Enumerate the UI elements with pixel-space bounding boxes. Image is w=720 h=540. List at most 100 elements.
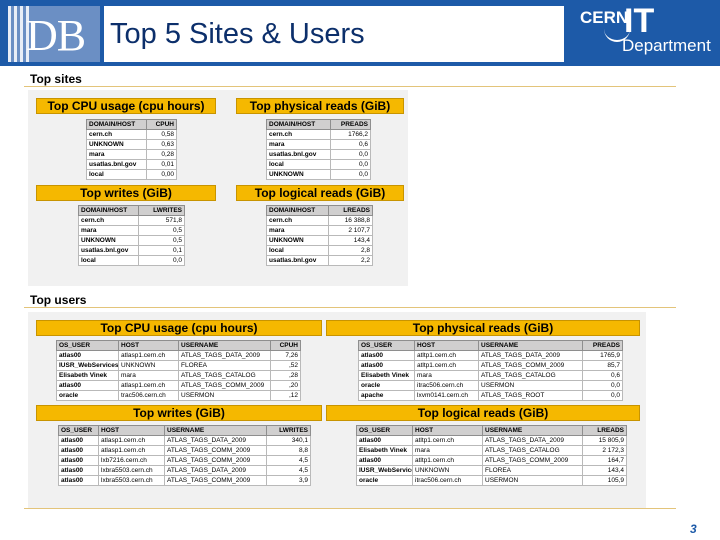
table-cell: ATLAS_TAGS_COMM_2009 xyxy=(482,455,583,466)
table-cell: 4,5 xyxy=(266,455,311,466)
column-header: OS_USER xyxy=(356,425,413,436)
table-cell: cern.ch xyxy=(266,129,331,140)
table-cell: cern.ch xyxy=(266,215,329,226)
db-logo: DB xyxy=(8,6,100,62)
table-cell: atlas00 xyxy=(358,350,415,361)
table-cell: usatlas.bnl.gov xyxy=(78,245,139,256)
table-cell: UNKNOWN xyxy=(86,139,147,150)
table-cell: atlas00 xyxy=(358,360,415,371)
slide-title: Top 5 Sites & Users xyxy=(110,18,365,50)
cern-text: CERN xyxy=(580,8,629,27)
users-writes-table: OS_USER HOST USERNAME LWRITES atlas00 atlasp1… xyxy=(58,425,311,486)
table-cell: IUSR_WebServices xyxy=(356,465,413,476)
table-header-row: DOMAIN/HOST LWRITES xyxy=(78,205,185,216)
slide-header: DB Top 5 Sites & Users CERN IT Departmen… xyxy=(0,0,720,66)
table-cell: 143,4 xyxy=(328,235,373,246)
table-row: oracle itrac506.cern.ch USERMON 105,9 xyxy=(356,475,627,486)
table-row: cern.ch 1766,2 xyxy=(266,129,371,140)
users-writes-title: Top writes (GiB) xyxy=(36,405,322,421)
table-cell: 164,7 xyxy=(582,455,627,466)
table-row: usatlas.bnl.gov 0,0 xyxy=(266,149,371,160)
table-cell: 2,2 xyxy=(328,255,373,266)
table-row: IUSR_WebServices UNKNOWN FLOREA ,52 xyxy=(56,360,301,371)
table-cell: UNKNOWN xyxy=(412,465,483,476)
table-row: UNKNOWN 0,63 xyxy=(86,139,177,150)
column-header: DOMAIN/HOST xyxy=(78,205,139,216)
table-cell: UNKNOWN xyxy=(266,169,331,180)
table-cell: 85,7 xyxy=(582,360,623,371)
table-cell: usatlas.bnl.gov xyxy=(266,255,329,266)
column-header: DOMAIN/HOST xyxy=(86,119,147,130)
table-cell: atlas00 xyxy=(58,445,99,456)
table-cell: 0,0 xyxy=(330,149,371,160)
table-cell: atlas00 xyxy=(58,435,99,446)
table-row: local 0,0 xyxy=(266,159,371,170)
table-row: usatlas.bnl.gov 2,2 xyxy=(266,255,373,266)
table-row: atlas00 atlasp1.cern.ch ATLAS_TAGS_COMM_20… xyxy=(58,445,311,456)
table-row: UNKNOWN 0,0 xyxy=(266,169,371,180)
table-row: cern.ch 571,8 xyxy=(78,215,185,226)
table-cell: trac506.cern.ch xyxy=(118,390,179,401)
table-cell: atlasp1.cern.ch xyxy=(118,380,179,391)
table-row: mara 0,6 xyxy=(266,139,371,150)
column-header: PREADS xyxy=(330,119,371,130)
table-cell: ATLAS_TAGS_DATA_2009 xyxy=(178,350,271,361)
table-cell: atlas00 xyxy=(58,455,99,466)
column-header: USERNAME xyxy=(482,425,583,436)
table-cell: ,12 xyxy=(270,390,301,401)
table-row: mara 2 107,7 xyxy=(266,225,373,236)
table-row: Elisabeth Vinek mara ATLAS_TAGS_CATALOG 0,6 xyxy=(358,370,623,381)
table-cell: ,52 xyxy=(270,360,301,371)
table-header-row: DOMAIN/HOST LREADS xyxy=(266,205,373,216)
table-row: atlas00 atlasp1.cern.ch ATLAS_TAGS_DATA_20… xyxy=(58,435,311,446)
table-cell: 105,9 xyxy=(582,475,627,486)
table-cell: ATLAS_TAGS_CATALOG xyxy=(478,370,583,381)
table-cell: 0,0 xyxy=(330,159,371,170)
table-cell: itrac506.cern.ch xyxy=(414,380,479,391)
top-users-label: Top users xyxy=(30,293,87,307)
table-cell: local xyxy=(266,245,329,256)
column-header: OS_USER xyxy=(358,340,415,351)
table-cell: usatlas.bnl.gov xyxy=(86,159,147,170)
table-header-row: OS_USER HOST USERNAME LREADS xyxy=(356,425,627,436)
table-cell: apache xyxy=(358,390,415,401)
table-cell: mara xyxy=(86,149,147,160)
table-cell: 571,8 xyxy=(138,215,185,226)
table-cell: FLOREA xyxy=(178,360,271,371)
table-cell: atltp1.cern.ch xyxy=(412,435,483,446)
table-cell: 0,0 xyxy=(582,380,623,391)
table-cell: UNKNOWN xyxy=(78,235,139,246)
table-cell: 0,6 xyxy=(582,370,623,381)
column-header: LREADS xyxy=(582,425,627,436)
column-header: DOMAIN/HOST xyxy=(266,119,331,130)
column-header: HOST xyxy=(414,340,479,351)
table-row: atlas00 lxb7216.cern.ch ATLAS_TAGS_COMM_20… xyxy=(58,455,311,466)
table-cell: ,20 xyxy=(270,380,301,391)
column-header: HOST xyxy=(412,425,483,436)
sites-writes-table: DOMAIN/HOST LWRITES cern.ch 571,8 mara 0,5 UNK… xyxy=(78,205,185,266)
sites-cpu-table: DOMAIN/HOST CPUH cern.ch 0,58 UNKNOWN 0,63 mar… xyxy=(86,119,177,180)
table-row: usatlas.bnl.gov 0,1 xyxy=(78,245,185,256)
table-header-row: DOMAIN/HOST CPUH xyxy=(86,119,177,130)
column-header: USERNAME xyxy=(178,340,271,351)
table-cell: local xyxy=(86,169,147,180)
column-header: DOMAIN/HOST xyxy=(266,205,329,216)
column-header: PREADS xyxy=(582,340,623,351)
users-cpu-title: Top CPU usage (cpu hours) xyxy=(36,320,322,336)
table-cell: oracle xyxy=(358,380,415,391)
column-header: USERNAME xyxy=(478,340,583,351)
table-header-row: OS_USER HOST USERNAME LWRITES xyxy=(58,425,311,436)
users-logical-table: OS_USER HOST USERNAME LREADS atlas00 atltp1.c… xyxy=(356,425,627,486)
table-cell: ,28 xyxy=(270,370,301,381)
table-cell: ATLAS_TAGS_COMM_2009 xyxy=(178,380,271,391)
table-cell: usatlas.bnl.gov xyxy=(266,149,331,160)
table-cell: USERMON xyxy=(478,380,583,391)
table-row: local 0,0 xyxy=(78,255,185,266)
table-cell: mara xyxy=(412,445,483,456)
table-cell: UNKNOWN xyxy=(266,235,329,246)
top-sites-label: Top sites xyxy=(30,72,82,86)
table-row: Elisabeth Vinek mara ATLAS_TAGS_CATALOG ,28 xyxy=(56,370,301,381)
table-cell: mara xyxy=(266,225,329,236)
cern-it-logo: CERN IT Department xyxy=(580,2,720,62)
title-panel: Top 5 Sites & Users xyxy=(104,6,564,62)
